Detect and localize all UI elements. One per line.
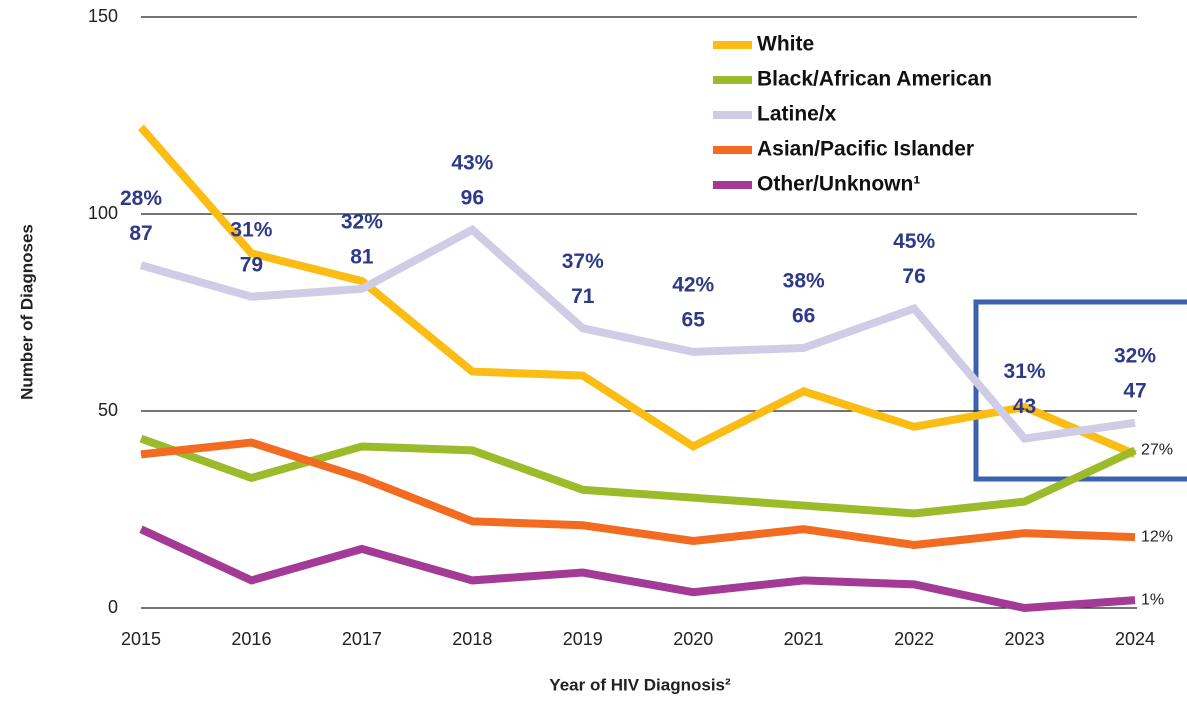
data-label: 76 [902, 265, 925, 288]
share-label: 37% [562, 250, 604, 273]
x-tick-label: 2020 [673, 629, 713, 649]
series-line [139, 224, 1136, 443]
data-label: 47 [1123, 379, 1146, 402]
series-line [139, 434, 1137, 518]
end-label: 27% [1141, 442, 1173, 459]
x-tick-label: 2018 [452, 629, 492, 649]
data-label: 65 [682, 308, 706, 331]
y-tick-label: 50 [98, 400, 118, 420]
y-tick-label: 150 [88, 6, 118, 26]
legend-label: Latine/x [757, 103, 837, 126]
x-tick-label: 2022 [894, 629, 934, 649]
share-label: 31% [1004, 360, 1046, 383]
data-label: 87 [129, 222, 152, 245]
legend-label: White [757, 33, 814, 56]
data-label: 79 [240, 253, 263, 276]
data-label: 66 [792, 305, 815, 328]
share-label: 42% [672, 273, 714, 296]
x-tick-label: 2021 [784, 629, 824, 649]
x-axis-label: Year of HIV Diagnosis² [549, 675, 731, 694]
x-tick-label: 2016 [231, 629, 271, 649]
share-label: 32% [341, 210, 383, 233]
legend-label: Other/Unknown¹ [757, 173, 920, 196]
series-line [140, 438, 1136, 549]
end-label: 1% [1141, 591, 1164, 608]
data-label: 43 [1013, 395, 1036, 418]
y-axis-label: Number of Diagnoses [17, 224, 36, 400]
y-tick-label: 100 [88, 203, 118, 223]
end-label: 12% [1141, 528, 1173, 545]
series-line [137, 124, 1137, 459]
x-tick-label: 2024 [1115, 629, 1155, 649]
highlight-box [973, 299, 1187, 482]
series-line [139, 525, 1136, 613]
share-label: 45% [893, 230, 935, 253]
x-tick-label: 2023 [1005, 629, 1045, 649]
x-tick-label: 2017 [342, 629, 382, 649]
share-label: 38% [783, 270, 825, 293]
share-label: 32% [1114, 344, 1156, 367]
share-label: 43% [451, 151, 493, 174]
data-label: 81 [350, 245, 374, 268]
legend-label: Black/African American [757, 68, 992, 91]
data-label: 96 [461, 186, 484, 209]
data-label: 71 [571, 285, 595, 308]
x-tick-label: 2015 [121, 629, 161, 649]
share-label: 28% [120, 187, 162, 210]
x-tick-label: 2019 [563, 629, 603, 649]
share-label: 31% [230, 218, 272, 241]
y-tick-label: 0 [108, 597, 118, 617]
legend-label: Asian/Pacific Islander [757, 138, 974, 161]
